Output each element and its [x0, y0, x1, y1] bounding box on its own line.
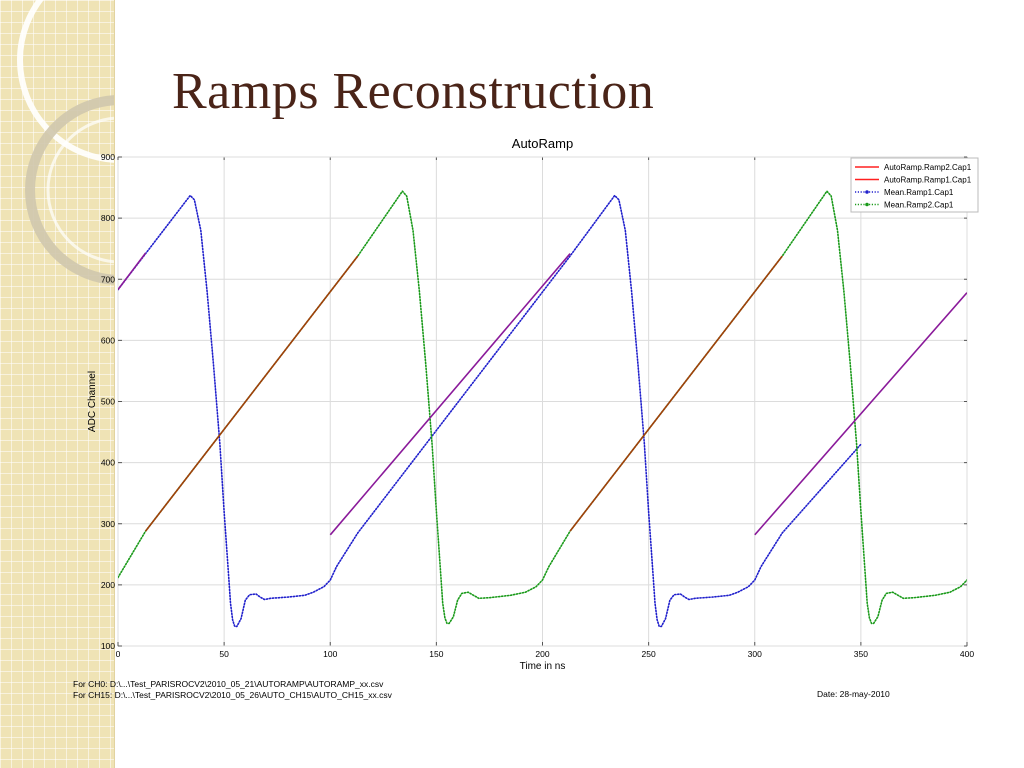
- x-tick-label: 0: [116, 649, 121, 659]
- decor-circles: [17, 0, 114, 285]
- y-tick-label: 900: [101, 152, 115, 162]
- side-decoration: [0, 0, 115, 768]
- series-line-autoramp-ramp1-cap1: [329, 253, 571, 536]
- x-tick-label: 350: [854, 649, 868, 659]
- y-tick-label: 700: [101, 274, 115, 284]
- series-line-autoramp-ramp2-cap1: [144, 255, 359, 532]
- series-line-autoramp-ramp2-cap1: [569, 255, 783, 532]
- series-line-mean-ramp2-cap1: [118, 190, 967, 625]
- series-group: [118, 190, 967, 628]
- x-tick-label: 400: [960, 649, 974, 659]
- x-tick-label: 100: [323, 649, 337, 659]
- legend-label: Mean.Ramp1.Cap1: [884, 188, 954, 197]
- y-tick-label: 800: [101, 213, 115, 223]
- y-tick-label: 600: [101, 335, 115, 345]
- x-axis-label: Time in ns: [520, 661, 566, 672]
- y-tick-label: 300: [101, 519, 115, 529]
- y-tick-label: 500: [101, 397, 115, 407]
- legend-label: Mean.Ramp2.Cap1: [884, 201, 954, 210]
- x-tick-label: 150: [429, 649, 443, 659]
- y-tick-label: 100: [101, 641, 115, 651]
- y-axis-label: ADC Channel: [87, 371, 98, 432]
- series-line-autoramp-ramp1-cap1: [118, 252, 147, 291]
- y-tick-label: 400: [101, 458, 115, 468]
- legend-marker: [865, 202, 869, 207]
- footer-ch15-path: For CH15: D:\...\Test_PARISROCV2\2010_05…: [73, 690, 392, 700]
- chart-title: AutoRamp: [512, 136, 573, 151]
- legend-label: AutoRamp.Ramp1.Cap1: [884, 176, 972, 185]
- legend-marker: [865, 190, 869, 194]
- series-line-autoramp-ramp1-cap1: [754, 292, 967, 536]
- legend-label: AutoRamp.Ramp2.Cap1: [884, 163, 972, 172]
- x-tick-label: 50: [219, 649, 229, 659]
- x-tick-label: 200: [535, 649, 549, 659]
- series-line-mean-ramp1-cap1: [118, 194, 862, 628]
- x-tick-label: 300: [748, 649, 762, 659]
- y-tick-label: 200: [101, 580, 115, 590]
- page-title: Ramps Reconstruction: [172, 63, 655, 120]
- footer-ch0-path: For CH0: D:\...\Test_PARISROCV2\2010_05_…: [73, 679, 384, 689]
- footer-date: Date: 28-may-2010: [817, 689, 890, 699]
- x-tick-label: 250: [642, 649, 656, 659]
